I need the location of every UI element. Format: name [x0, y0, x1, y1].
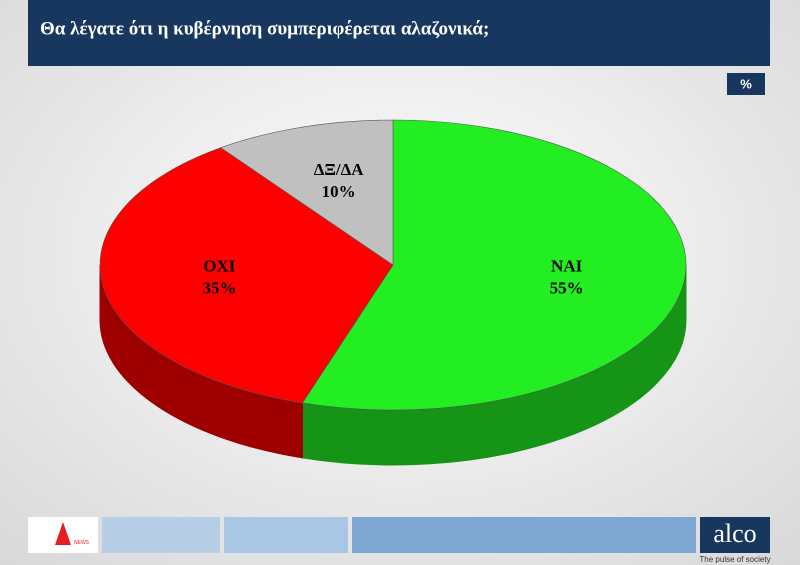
unit-box [727, 73, 765, 95]
unit-label: % [740, 76, 752, 91]
brand-name: alco [713, 519, 756, 548]
slice [220, 119, 394, 266]
footer-bar [352, 517, 696, 553]
footer-bar [224, 517, 348, 553]
channel-name: NEWS [74, 540, 90, 546]
slice-category-label: OXI [203, 257, 236, 276]
slice-value-label: 10% [322, 182, 356, 201]
slice-category-label: ΔΞ/ΔΑ [314, 160, 365, 179]
slice [99, 147, 394, 404]
pie: NAI 55% OXI 35% ΔΞ/ΔΑ 10% [99, 119, 687, 466]
slice [301, 119, 687, 411]
slice-category-label: NAI [551, 257, 583, 276]
slice-value-label: 35% [202, 279, 236, 298]
header-bar [28, 0, 770, 66]
brand-tagline: The pulse of society [699, 555, 770, 564]
slice-value-label: 55% [550, 279, 584, 298]
footer-bar [102, 517, 220, 553]
channel-logo [55, 522, 71, 545]
brand-box [700, 517, 770, 553]
chart-title: Θα λέγατε ότι η κυβέρνηση συμπεριφέρεται… [40, 18, 489, 39]
